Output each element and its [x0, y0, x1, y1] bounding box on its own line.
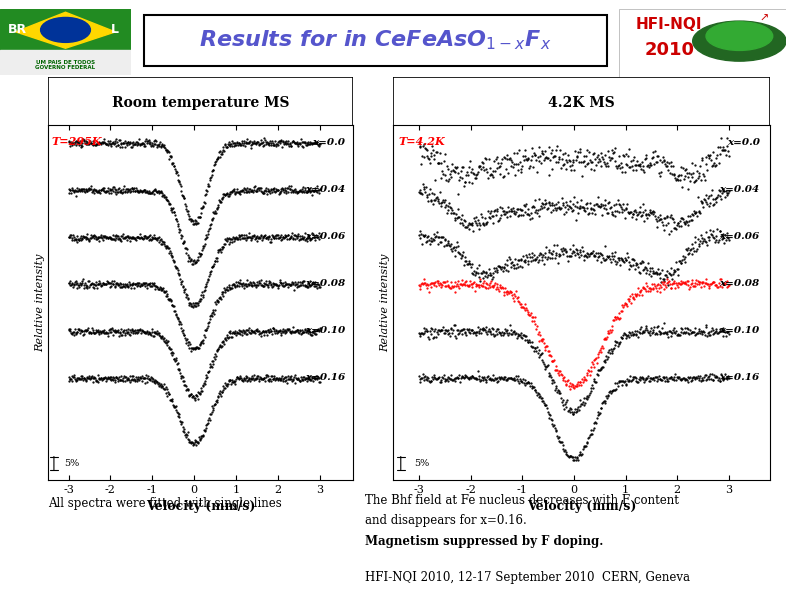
Text: x=0.0: x=0.0 [727, 138, 760, 147]
Text: Results for in CeFeAsO$_{1-x}$F$_x$: Results for in CeFeAsO$_{1-x}$F$_x$ [199, 29, 551, 52]
Text: Room temperature MS: Room temperature MS [112, 96, 289, 110]
Text: HFI-NQI: HFI-NQI [636, 17, 703, 32]
FancyBboxPatch shape [144, 15, 607, 66]
Text: x=0.16: x=0.16 [719, 373, 760, 382]
Text: 2010: 2010 [645, 41, 694, 60]
Text: and disappears for x=0.16.: and disappears for x=0.16. [365, 514, 527, 527]
Text: x=0.10: x=0.10 [719, 326, 760, 335]
Text: T=4.2K: T=4.2K [399, 136, 445, 147]
Text: x=0.10: x=0.10 [305, 326, 345, 335]
Bar [0, 9, 131, 49]
Y-axis label: Relative intensity: Relative intensity [35, 253, 45, 352]
Text: $\nearrow$: $\nearrow$ [757, 13, 769, 23]
Text: x=0.0: x=0.0 [312, 138, 345, 147]
Text: GOVERNO FEDERAL: GOVERNO FEDERAL [36, 66, 95, 70]
Text: x=0.08: x=0.08 [719, 279, 760, 288]
Text: 5%: 5% [414, 459, 429, 468]
X-axis label: Velocity (mm/s): Velocity (mm/s) [146, 500, 255, 513]
Text: 4.2K MS: 4.2K MS [548, 96, 615, 110]
Text: HFI-NQI 2010, 12-17 September 2010  CERN, Geneva: HFI-NQI 2010, 12-17 September 2010 CERN,… [365, 571, 690, 584]
Circle shape [706, 22, 773, 51]
Text: x=0.04: x=0.04 [719, 185, 760, 194]
Text: x=0.04: x=0.04 [305, 185, 345, 194]
FancyBboxPatch shape [48, 77, 353, 128]
Text: Magnetism suppressed by F doping.: Magnetism suppressed by F doping. [365, 535, 603, 548]
Y-axis label: Relative intensity: Relative intensity [380, 253, 391, 352]
Text: All spectra were fitted with single lines: All spectra were fitted with single line… [48, 496, 281, 510]
Text: BR: BR [7, 23, 26, 36]
Text: L: L [111, 23, 119, 36]
Circle shape [40, 17, 91, 42]
X-axis label: Velocity (mm/s): Velocity (mm/s) [527, 500, 636, 513]
Text: The Bhf field at Fe nucleus decreases with F content: The Bhf field at Fe nucleus decreases wi… [365, 493, 679, 507]
Text: UM PAIS DE TODOS: UM PAIS DE TODOS [36, 60, 95, 64]
Text: T=295K: T=295K [52, 136, 102, 147]
FancyBboxPatch shape [393, 77, 770, 128]
Text: 5%: 5% [64, 459, 79, 468]
Polygon shape [16, 13, 115, 48]
Text: x=0.06: x=0.06 [305, 232, 345, 241]
Text: x=0.06: x=0.06 [719, 232, 760, 241]
Text: x=0.08: x=0.08 [305, 279, 345, 288]
Text: x=0.16: x=0.16 [305, 373, 345, 382]
Bar [0, 49, 131, 74]
Circle shape [692, 21, 786, 61]
